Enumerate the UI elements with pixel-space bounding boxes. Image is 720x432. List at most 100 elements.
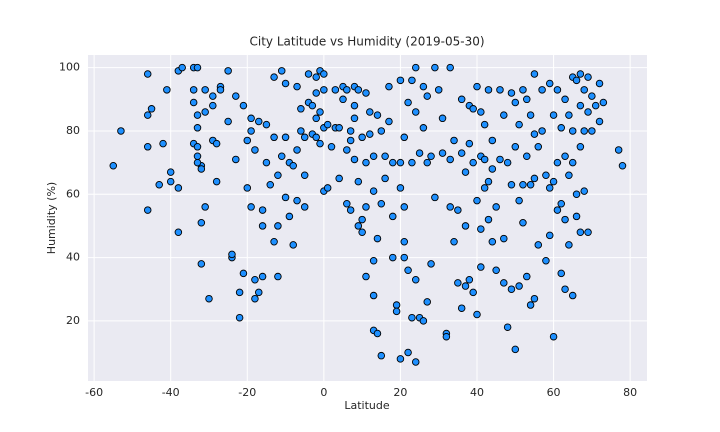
point — [595, 117, 604, 126]
point — [484, 177, 493, 186]
point — [243, 184, 252, 192]
point — [335, 174, 343, 183]
point — [419, 124, 428, 132]
point — [565, 241, 573, 249]
point — [258, 222, 267, 230]
point — [515, 282, 523, 290]
point — [496, 155, 504, 164]
point — [457, 95, 466, 104]
point — [385, 82, 393, 91]
point — [247, 203, 255, 211]
point — [358, 228, 366, 236]
point — [419, 82, 428, 91]
point — [373, 329, 382, 338]
point — [235, 313, 244, 322]
point — [469, 288, 477, 297]
point — [503, 158, 512, 167]
x-tick-label: 80 — [623, 386, 637, 399]
point — [316, 139, 324, 148]
point — [293, 146, 301, 154]
point — [201, 108, 209, 116]
point — [251, 275, 259, 284]
point — [523, 95, 531, 104]
point — [599, 98, 608, 107]
point — [461, 282, 470, 290]
point — [289, 162, 297, 170]
point — [205, 294, 213, 303]
point — [297, 127, 305, 135]
point — [488, 237, 497, 246]
point — [392, 307, 401, 316]
x-tick-label: -40 — [162, 386, 180, 399]
point — [534, 143, 543, 151]
point — [369, 256, 378, 265]
point — [519, 86, 527, 94]
point — [362, 89, 370, 97]
point — [166, 168, 175, 176]
x-tick-label: 0 — [320, 386, 327, 399]
point — [477, 108, 485, 116]
point — [450, 136, 458, 145]
point — [404, 266, 412, 274]
point — [143, 111, 152, 119]
point — [588, 127, 596, 135]
point — [477, 225, 485, 233]
point — [350, 101, 359, 110]
y-tick-label: 40 — [66, 251, 80, 264]
point — [255, 117, 263, 126]
point — [400, 133, 409, 142]
point — [346, 136, 355, 145]
point — [362, 272, 370, 281]
point — [109, 162, 118, 170]
point — [438, 149, 447, 157]
point — [480, 120, 489, 129]
point — [400, 203, 409, 211]
point — [366, 108, 374, 116]
point — [500, 279, 508, 287]
point — [553, 206, 562, 214]
point — [526, 181, 535, 189]
point — [561, 95, 569, 104]
point — [189, 98, 198, 107]
point — [381, 152, 389, 161]
point — [255, 288, 263, 297]
point — [427, 152, 435, 161]
point — [335, 124, 343, 132]
x-tick-label: 60 — [547, 386, 561, 399]
point — [568, 158, 577, 167]
point — [557, 200, 565, 208]
point — [526, 301, 535, 309]
point — [515, 196, 523, 205]
point — [511, 98, 520, 107]
point — [346, 206, 355, 214]
point — [247, 114, 255, 123]
point — [580, 187, 588, 195]
point — [224, 67, 232, 75]
point — [266, 181, 274, 189]
point — [251, 294, 259, 303]
point — [389, 212, 397, 221]
point — [423, 298, 431, 306]
point — [411, 358, 420, 366]
point — [281, 79, 290, 88]
point — [389, 253, 397, 262]
point — [159, 139, 167, 148]
point — [404, 98, 412, 107]
point — [545, 184, 554, 192]
point — [224, 117, 232, 126]
point — [293, 196, 301, 205]
point — [381, 174, 389, 183]
point — [446, 63, 454, 72]
point — [392, 301, 401, 309]
point — [431, 63, 439, 72]
point — [538, 86, 546, 94]
point — [484, 86, 493, 94]
point — [530, 70, 539, 78]
point — [343, 200, 351, 208]
x-tick-label: -60 — [85, 386, 103, 399]
point — [530, 130, 539, 138]
point — [362, 158, 370, 167]
point — [511, 345, 520, 354]
point — [469, 158, 477, 167]
point — [323, 120, 332, 129]
